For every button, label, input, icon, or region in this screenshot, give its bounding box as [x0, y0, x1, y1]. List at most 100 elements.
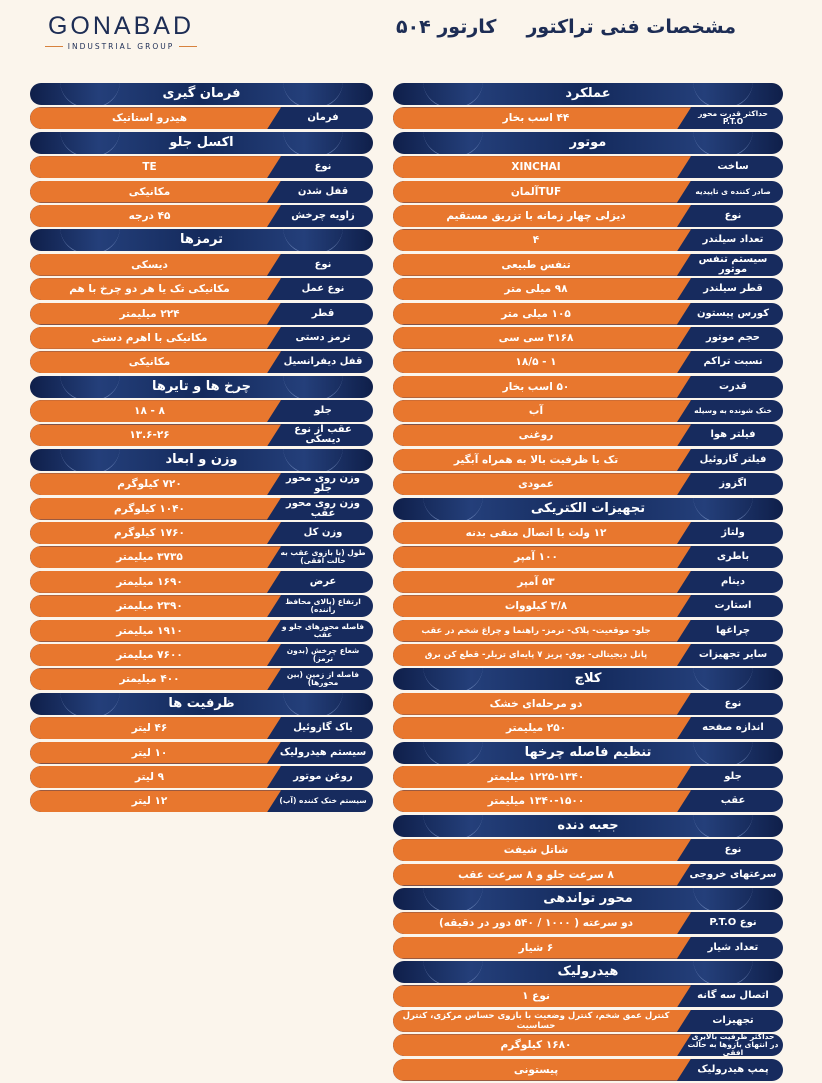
spec-row: ۴ تعداد سیلندر — [393, 229, 783, 252]
spec-value: روغنی — [393, 424, 691, 446]
spec-value: ۱۰۰ آمپر — [393, 546, 691, 568]
spec-label: ارتفاع (بالای محافظ راننده) — [285, 597, 361, 615]
section-header: تنظیم فاصله چرخها — [393, 741, 783, 764]
spec-label: نوع — [724, 697, 742, 709]
spec-label: صادر کننده ی تاییدیه — [695, 186, 771, 196]
spec-label: نوع — [724, 209, 742, 221]
spec-label: وزن کل — [303, 527, 343, 539]
spec-row: ۳۷۳۵ میلیمتر طول (با بازوی عقب به حالت اف… — [30, 546, 373, 569]
spec-row: ۱۰۴۰ کیلوگرم وزن روی محور عقب — [30, 497, 373, 520]
spec-label: عقب — [720, 795, 746, 807]
spec-row: ۷۲۰ کیلوگرم وزن روی محور جلو — [30, 473, 373, 496]
spec-label: کورس پیستون — [696, 307, 770, 319]
spec-row: دو مرحله‌ای خشک نوع — [393, 692, 783, 715]
spec-label: فیلتر گازوئیل — [699, 453, 767, 465]
spec-label: نوع — [314, 161, 332, 173]
spec-row: آب خنک شونده به وسیله — [393, 400, 783, 423]
spec-row: ۱۰۵ میلی متر کورس پیستون — [393, 302, 783, 325]
spec-row: ۱۷۶۰ کیلوگرم وزن کل — [30, 522, 373, 545]
section-header: چرخ ها و تایرها — [30, 375, 373, 398]
spec-label: دینام — [720, 575, 746, 587]
spec-value: نوع ۱ — [393, 985, 691, 1007]
spec-row: ۷۶۰۰ میلیمتر شعاع چرخش (بدون ترمز) — [30, 643, 373, 666]
spec-value: ۱۳.۶-۲۶ — [30, 424, 281, 446]
spec-label: سایر تجهیزات — [698, 648, 768, 660]
spec-label: ترمز دستی — [295, 331, 351, 343]
spec-row: ۱۲ لیتر سیستم خنک کننده (آب) — [30, 790, 373, 813]
spec-row: ۶ شیار تعداد شیار — [393, 936, 783, 959]
spec-row: ۱۶۸۰ کیلوگرم حداکثر ظرفیت بالابری در انته… — [393, 1034, 783, 1057]
spec-label: عرض — [309, 575, 337, 587]
spec-label: فاصله از زمین (بین محورها) — [286, 670, 360, 688]
spec-label: روغن موتور — [293, 770, 353, 782]
spec-value: XINCHAI — [393, 156, 691, 178]
spec-label: جلو — [724, 770, 742, 782]
spec-label: قطر — [311, 307, 335, 319]
spec-value: دو مرحله‌ای خشک — [393, 693, 691, 715]
spec-value: پیستونی — [393, 1059, 691, 1081]
spec-row: ۴۰۰ میلیمتر فاصله از زمین (بین محورها) — [30, 668, 373, 691]
spec-row: TUFآلمان صادر کننده ی تاییدیه — [393, 180, 783, 203]
spec-label: نوع عمل — [301, 283, 345, 295]
spec-label: عقب از نوع دیسکی — [294, 424, 352, 446]
spec-value: ۱۲ لیتر — [30, 790, 281, 812]
spec-label: باطری — [716, 551, 750, 563]
spec-value: ۳۱۶۸ سی سی — [393, 327, 691, 349]
spec-value: ۱۹۱۰ میلیمتر — [30, 620, 281, 642]
spec-row: ۱۹۱۰ میلیمتر فاصله محورهای جلو و عقب — [30, 619, 373, 642]
spec-value: ۶ شیار — [393, 937, 691, 959]
spec-label: سیستم تنفس موتور — [698, 253, 768, 275]
spec-label: سیستم هیدرولیک — [279, 746, 367, 758]
spec-label: حداکثر ظرفیت بالابری در انتهای بازوها به… — [687, 1034, 779, 1057]
spec-value: مکانیکی با اهرم دستی — [30, 327, 281, 349]
spec-value: ۴۶ لیتر — [30, 717, 281, 739]
spec-label: نوع P.T.O — [709, 917, 757, 929]
title-model: کارتور ۵۰۴ — [395, 16, 497, 38]
spec-row: XINCHAI ساخت — [393, 156, 783, 179]
spec-label: قفل دیفرانسیل — [283, 356, 363, 368]
spec-row: ۹ لیتر روغن موتور — [30, 765, 373, 788]
spec-label: تعداد شیار — [707, 941, 759, 953]
section-header: محور تواندهی — [393, 887, 783, 910]
spec-label: وزن روی محور جلو — [285, 473, 361, 495]
spec-value: ۳/۸ کیلووات — [393, 595, 691, 617]
spec-row: پانل دیجیتالی- بوق- پریز ۷ پایه‌ای تریلر… — [393, 643, 783, 666]
spec-row: ۲۲۴ میلیمتر قطر — [30, 302, 373, 325]
spec-row: شاتل شیفت نوع — [393, 839, 783, 862]
spec-value: ۳۷۳۵ میلیمتر — [30, 546, 281, 568]
spec-label: شعاع چرخش (بدون ترمز) — [286, 645, 360, 663]
spec-row: ۱۶۹۰ میلیمتر عرض — [30, 570, 373, 593]
spec-label: تعداد سیلندر — [702, 234, 764, 246]
spec-label: چراغها — [715, 624, 751, 636]
spec-value: کنترل عمق شخم، کنترل وضعیت با بازوی حساس… — [393, 1010, 691, 1032]
spec-row: ۹۸ میلی متر قطر سیلندر — [393, 278, 783, 301]
spec-label: طول (با بازوی عقب به حالت افقی) — [280, 548, 366, 566]
spec-row: ۸ سرعت جلو و ۸ سرعت عقب سرعتهای خروجی — [393, 863, 783, 886]
page-title: مشخصات فنی تراکتور کارتور ۵۰۴ — [396, 16, 736, 38]
spec-row: مکانیکی تک یا هر دو چرخ با هم نوع عمل — [30, 278, 373, 301]
spec-row: تنفس طبیعی سیستم تنفس موتور — [393, 253, 783, 276]
spec-value: پانل دیجیتالی- بوق- پریز ۷ پایه‌ای تریلر… — [393, 644, 691, 666]
spec-label: فاصله محورهای جلو و عقب — [281, 621, 365, 639]
spec-row: ۴۵ درجه زاویه چرخش — [30, 204, 373, 227]
spec-value: ۴ — [393, 229, 691, 251]
spec-label: پمپ هیدرولیک — [697, 1063, 769, 1075]
spec-label: اگزوز — [719, 478, 747, 490]
spec-label: خنک شونده به وسیله — [694, 406, 772, 416]
spec-value: ۵۰ اسب بخار — [393, 376, 691, 398]
spec-row: جلو- موقعیت- پلاک- ترمز- راهنما و چراغ ش… — [393, 619, 783, 642]
spec-label: ساخت — [717, 161, 749, 173]
spec-row: ۵۰ اسب بخار قدرت — [393, 375, 783, 398]
spec-value: مکانیکی — [30, 181, 281, 203]
spec-label: سرعتهای خروجی — [689, 868, 777, 880]
spec-label: نسبت تراکم — [703, 356, 763, 368]
spec-label: تجهیزات — [712, 1014, 754, 1026]
spec-row: ۱۰ لیتر سیستم هیدرولیک — [30, 741, 373, 764]
spec-row: ۴۴ اسب بخار حداکثر قدرت محور P.T.O — [393, 107, 783, 130]
spec-value: تنفس طبیعی — [393, 254, 691, 276]
spec-label: قطر سیلندر — [703, 283, 763, 295]
spec-label: فرمان — [307, 112, 339, 124]
spec-label: ولتاژ — [721, 527, 745, 539]
spec-label: نوع — [724, 844, 742, 856]
spec-value: ۱۲۲۵-۱۳۴۰ میلیمتر — [393, 766, 691, 788]
